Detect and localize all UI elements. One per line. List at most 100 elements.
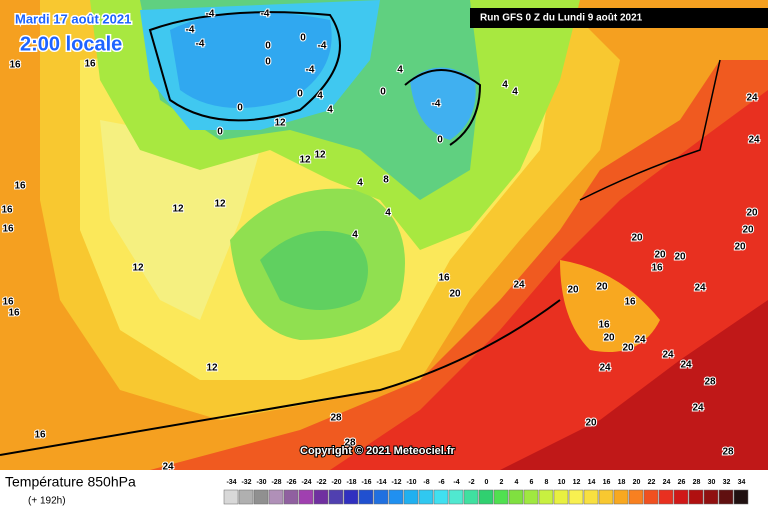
contour-label: 12 xyxy=(206,363,218,374)
contour-label: 16 xyxy=(2,297,14,308)
contour-label: 16 xyxy=(438,273,450,284)
scale-swatch xyxy=(283,489,299,505)
scale-swatch xyxy=(313,489,329,505)
contour-label: 4 xyxy=(502,80,508,91)
scale-swatch xyxy=(418,489,434,505)
contour-label: 28 xyxy=(344,438,356,449)
scale-label: 14 xyxy=(588,479,596,486)
contour-label: 0 xyxy=(217,127,223,138)
scale-swatch xyxy=(373,489,389,505)
scale-swatch xyxy=(583,489,599,505)
scale-swatch xyxy=(358,489,374,505)
contour-label: 24 xyxy=(634,335,646,346)
scale-label: 12 xyxy=(573,479,581,486)
scale-label: -20 xyxy=(331,479,341,486)
contour-label: -4 xyxy=(186,25,195,36)
scale-label: -34 xyxy=(226,479,236,486)
scale-swatch xyxy=(673,489,689,505)
scale-swatch xyxy=(613,489,629,505)
very-hot-zone xyxy=(500,300,768,470)
scale-label: -14 xyxy=(376,479,386,486)
contour-label: 16 xyxy=(651,263,663,274)
scale-label: 34 xyxy=(738,479,746,486)
footer-lead: (+ 192h) xyxy=(28,496,66,507)
contour-label: 0 xyxy=(437,135,443,146)
cool-zone xyxy=(260,230,368,310)
contour-label: 24 xyxy=(662,350,674,361)
scale-swatch xyxy=(268,489,284,505)
contour-label: 8 xyxy=(383,175,389,186)
isotherm xyxy=(579,59,721,201)
scale-label: 16 xyxy=(603,479,611,486)
contour-label: 0 xyxy=(265,57,271,68)
contour-label: 16 xyxy=(2,224,14,235)
contour-label: 4 xyxy=(357,178,363,189)
contour-label: 0 xyxy=(297,89,303,100)
date: Mardi 17 août 2021 xyxy=(15,11,131,26)
color-scale: -34 -32 -30 -28 -26 -24 -22 -20 -18 -16 -14 -12 -10-… xyxy=(223,479,749,505)
scale-swatch xyxy=(493,489,509,505)
contour-label: 24 xyxy=(692,403,704,414)
scale-label: -24 xyxy=(301,479,311,486)
scale-label: -8 xyxy=(423,479,429,486)
scale-swatch xyxy=(223,489,239,505)
scale-label: 10 xyxy=(558,479,566,486)
warm-zone xyxy=(560,260,660,352)
contour-label: 20 xyxy=(734,242,746,253)
hot-zone xyxy=(330,90,768,470)
contour-label: 20 xyxy=(449,289,461,300)
scale-label: 4 xyxy=(515,479,519,486)
scale-swatch xyxy=(388,489,404,505)
scale-swatch xyxy=(298,489,314,505)
contour-label: 16 xyxy=(9,60,21,71)
contour-label: 24 xyxy=(694,283,706,294)
contour-label: 24 xyxy=(746,93,758,104)
contour-label: 20 xyxy=(654,250,666,261)
scale-label: -4 xyxy=(453,479,459,486)
scale-label: -22 xyxy=(316,479,326,486)
contour-label: 20 xyxy=(567,285,579,296)
contour-label: 16 xyxy=(14,181,26,192)
scale-label: 6 xyxy=(530,479,534,486)
contour-label: 20 xyxy=(742,225,754,236)
contour-label: 0 xyxy=(237,103,243,114)
scale-swatch xyxy=(568,489,584,505)
contour-label: 0 xyxy=(300,33,306,44)
scale-swatch xyxy=(238,489,254,505)
scale-swatch xyxy=(643,489,659,505)
contour-label: 12 xyxy=(172,204,184,215)
scale-label: -26 xyxy=(286,479,296,486)
scale-label: -2 xyxy=(468,479,474,486)
scale-label: -32 xyxy=(241,479,251,486)
footer-title: Température 850hPa xyxy=(5,474,136,490)
scale-label: -10 xyxy=(406,479,416,486)
scale-label: -18 xyxy=(346,479,356,486)
scale-label: 22 xyxy=(648,479,656,486)
contour-label: 4 xyxy=(327,105,333,116)
run-info: Run GFS 0 Z du Lundi 9 août 2021 xyxy=(480,13,643,24)
contour-label: 16 xyxy=(624,297,636,308)
scale-label: 0 xyxy=(485,479,489,486)
contour-label: 24 xyxy=(599,363,611,374)
contour-label: 20 xyxy=(603,333,615,344)
scale-swatch xyxy=(433,489,449,505)
scale-swatch xyxy=(703,489,719,505)
contour-label: 20 xyxy=(746,208,758,219)
contour-label: 20 xyxy=(585,418,597,429)
scale-swatch xyxy=(718,489,734,505)
contour-label: 4 xyxy=(512,87,518,98)
scale-swatch xyxy=(463,489,479,505)
contour-label: 28 xyxy=(722,447,734,458)
contour-label: 20 xyxy=(631,233,643,244)
contour-label: 16 xyxy=(8,308,20,319)
contour-label: 16 xyxy=(34,430,46,441)
contour-label: 4 xyxy=(352,230,358,241)
isotherm xyxy=(0,299,561,456)
contour-label: 28 xyxy=(330,413,342,424)
isotherm xyxy=(404,69,482,146)
contour-label: 24 xyxy=(748,135,760,146)
cold-zone xyxy=(410,67,476,140)
scale-label: 20 xyxy=(633,479,641,486)
